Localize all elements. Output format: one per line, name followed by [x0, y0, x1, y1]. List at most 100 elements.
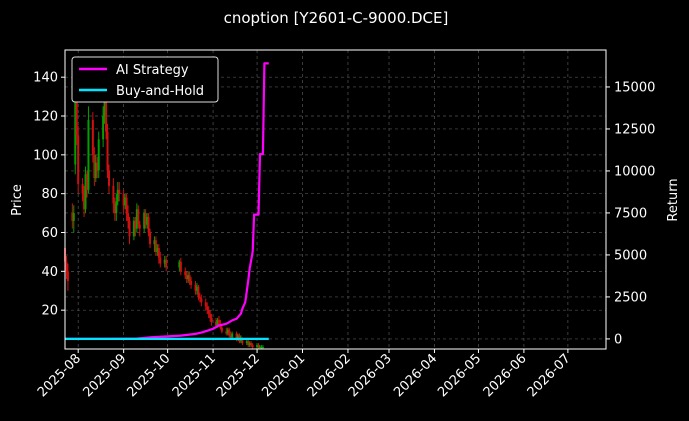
y2-tick-label: 0 — [614, 332, 622, 347]
y-axis-label: Price — [10, 184, 25, 216]
candle-body — [105, 96, 108, 132]
candle-body — [115, 201, 118, 214]
candle-body — [153, 240, 156, 245]
candle-body — [137, 209, 140, 225]
candle-body — [75, 100, 78, 136]
candle-body — [147, 216, 150, 233]
candle-body — [93, 154, 96, 179]
candle-body — [247, 341, 250, 346]
candle-body — [65, 261, 68, 272]
candle-body — [200, 298, 203, 303]
candle-body — [74, 100, 77, 165]
legend: AI Strategy Buy-and-Hold — [71, 56, 219, 103]
candle-body — [102, 116, 105, 140]
y2-tick-label: 5000 — [614, 248, 647, 263]
candle-body — [134, 220, 137, 229]
candle-body — [81, 183, 84, 194]
chart-title: cnoption [Y2601-C-9000.DCE] — [224, 9, 449, 27]
y2-tick-label: 12500 — [614, 122, 655, 137]
candle-body — [96, 162, 99, 171]
candle-body — [97, 139, 100, 171]
y2-tick-label: 7500 — [614, 206, 647, 221]
candle-body — [112, 185, 115, 204]
candle-body — [149, 232, 152, 245]
candle-body — [220, 327, 223, 332]
legend-label-buy-and-hold: Buy-and-Hold — [116, 84, 204, 99]
y2-tick-label: 2500 — [614, 290, 647, 305]
candle-body — [84, 174, 87, 210]
y-axis-right: 0 2500 5000 7500 10000 12500 15000 — [606, 80, 655, 347]
candle-body — [163, 259, 166, 264]
candle-body — [77, 135, 80, 184]
legend-box — [71, 56, 219, 103]
candle-body — [260, 347, 263, 349]
candle-body — [125, 197, 128, 214]
candle-body — [207, 310, 210, 315]
candle-body — [215, 321, 218, 326]
candle-body — [118, 189, 121, 194]
legend-label-ai-strategy: AI Strategy — [116, 63, 189, 78]
y-tick-label: 80 — [41, 187, 58, 202]
candle-body — [235, 333, 238, 340]
candle-body — [184, 271, 187, 276]
candle-body — [241, 339, 244, 344]
candle-body — [144, 213, 147, 225]
candle-body — [72, 213, 75, 221]
candle-body — [187, 275, 190, 280]
candle-body — [146, 216, 149, 225]
candle-body — [132, 220, 135, 237]
candle-body — [127, 213, 130, 221]
candle-body — [256, 345, 259, 348]
y2-tick-label: 10000 — [614, 164, 655, 179]
candle-body — [250, 343, 253, 346]
candle-body — [225, 331, 228, 334]
candle-body — [113, 203, 116, 214]
candle-body — [85, 174, 88, 190]
candle-body — [91, 119, 94, 155]
candle-body — [159, 257, 162, 264]
candle-body — [261, 347, 264, 349]
candle-body — [217, 319, 220, 324]
candle-body — [237, 335, 240, 340]
candle-body — [83, 193, 86, 210]
candle-body — [210, 317, 213, 322]
series-lines — [65, 62, 269, 340]
y-tick-label: 60 — [41, 226, 58, 241]
y-tick-label: 20 — [41, 304, 58, 319]
candle-body — [156, 248, 159, 252]
y-tick-label: 100 — [33, 148, 58, 163]
candle-body — [258, 347, 261, 349]
candle-body — [257, 345, 260, 348]
candle-body — [216, 319, 219, 326]
y-tick-label: 120 — [33, 110, 58, 125]
plot-frame — [64, 49, 607, 350]
candle-body — [197, 286, 200, 297]
candle-body — [87, 119, 90, 190]
y-axis-left: 20 40 60 80 100 120 140 — [33, 71, 65, 319]
candle-body — [195, 286, 198, 291]
candle-body — [106, 131, 109, 171]
candle-body — [239, 339, 242, 342]
candle-body — [122, 193, 125, 206]
candle-body — [138, 224, 141, 229]
candle-body — [190, 281, 193, 285]
candle-body — [135, 209, 138, 229]
series-line-ai-strategy — [65, 62, 269, 340]
candle-body — [157, 248, 160, 258]
candle-body — [228, 329, 231, 336]
candle-body — [251, 345, 254, 348]
candle-body — [204, 302, 207, 307]
candle-body — [231, 333, 234, 338]
candle-body — [107, 170, 110, 186]
y-tick-label: 140 — [33, 71, 58, 86]
candle-body — [178, 261, 181, 268]
candle-body — [71, 213, 74, 221]
candle-body — [116, 189, 119, 202]
candle-body — [248, 343, 251, 346]
candle-body — [165, 259, 168, 268]
candle-body — [66, 271, 69, 282]
candle-body — [194, 284, 197, 291]
candle-body — [206, 306, 209, 311]
candle-body — [209, 314, 212, 318]
grid — [65, 50, 606, 349]
